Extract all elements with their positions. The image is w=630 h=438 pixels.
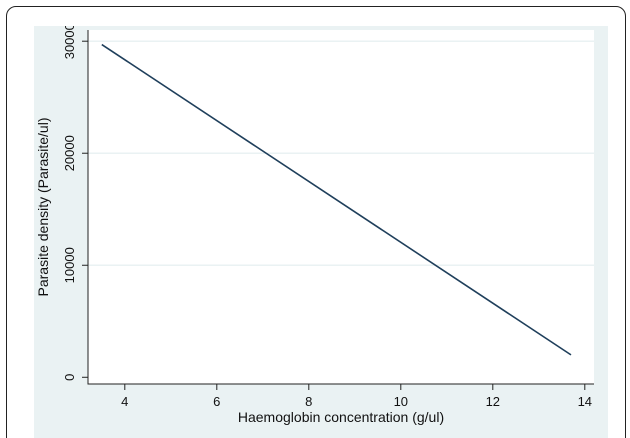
x-tick-label: 6 (213, 394, 220, 409)
line-chart: 4 6 8 10 12 14 0 10000 20000 30000 Haemoglobin co… (34, 26, 608, 438)
axes (82, 30, 594, 390)
x-tick-label: 12 (486, 394, 500, 409)
y-tick-label: 30000 (62, 26, 77, 59)
y-tick-label: 10000 (62, 247, 77, 283)
tick-labels: 4 6 8 10 12 14 0 10000 20000 30000 (62, 26, 592, 409)
y-tick-label: 20000 (62, 135, 77, 171)
series-layer (101, 43, 572, 356)
plot-area (88, 30, 594, 384)
x-tick-label: 10 (394, 394, 408, 409)
x-axis-title: Haemoglobin concentration (g/ul) (238, 409, 444, 425)
gridlines (88, 40, 594, 267)
y-tick-label: 0 (62, 374, 77, 381)
x-tick-label: 4 (121, 394, 128, 409)
x-tick-label: 14 (578, 394, 592, 409)
x-tick-label: 8 (305, 394, 312, 409)
y-axis-title: Parasite density (Parasite/ul) (35, 118, 51, 297)
series-line-0 (101, 43, 572, 356)
